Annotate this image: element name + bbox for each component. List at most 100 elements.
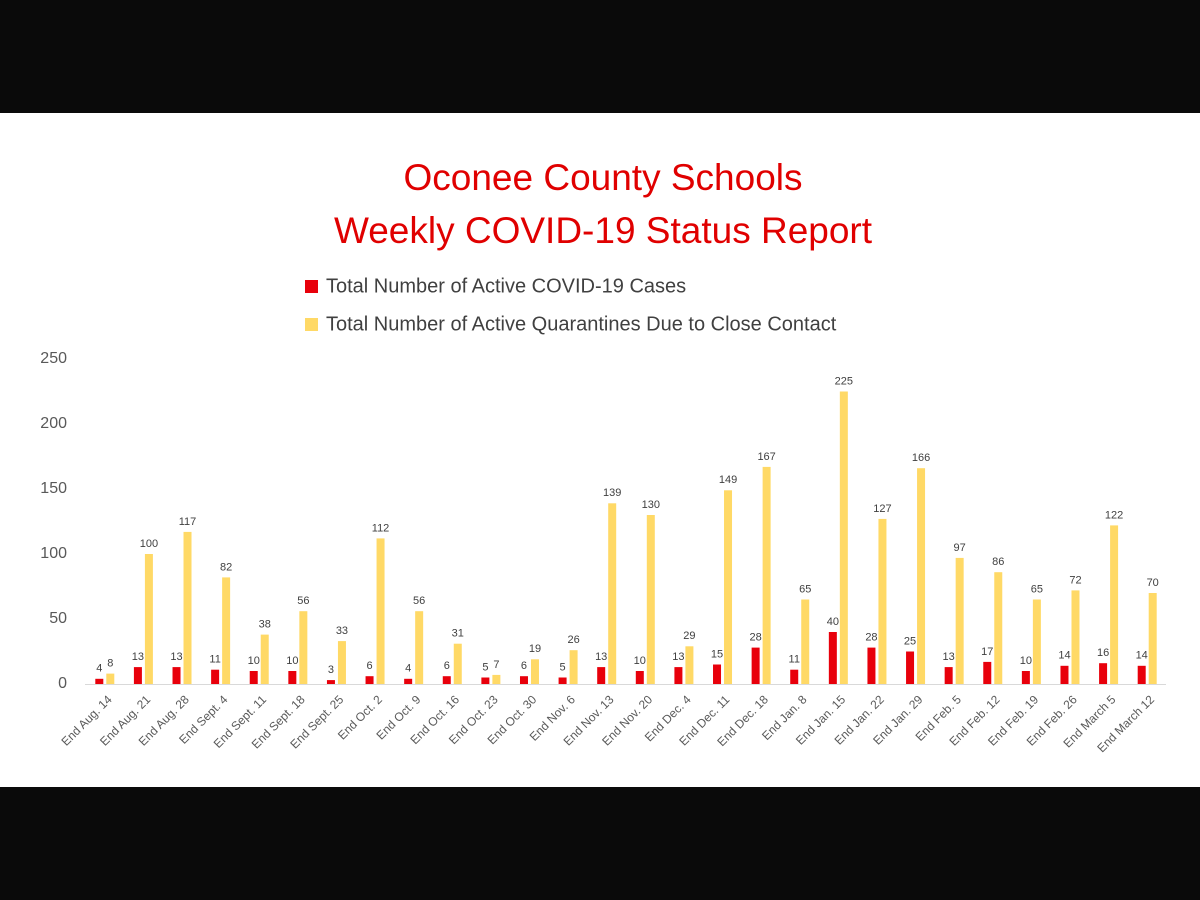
value-label: 56 — [413, 595, 425, 607]
value-label: 17 — [981, 646, 993, 658]
bar — [724, 490, 733, 684]
bar — [839, 391, 848, 684]
value-label: 31 — [452, 628, 464, 640]
value-label: 28 — [865, 632, 877, 644]
value-label: 13 — [943, 651, 955, 663]
bar — [569, 650, 578, 684]
bar — [955, 557, 964, 684]
value-label: 14 — [1058, 650, 1070, 662]
bar — [801, 599, 810, 684]
bar — [1099, 663, 1108, 684]
bar — [337, 641, 346, 684]
bar — [944, 667, 953, 684]
bar — [133, 667, 142, 684]
bar — [222, 577, 231, 684]
bar — [415, 611, 424, 684]
value-label: 10 — [634, 655, 646, 667]
bar — [1060, 665, 1069, 684]
bar — [878, 518, 887, 684]
value-label: 13 — [170, 651, 182, 663]
value-label: 149 — [719, 474, 737, 486]
value-label: 11 — [789, 654, 800, 666]
chart-title: Oconee County Schools — [403, 157, 802, 198]
value-label: 38 — [259, 619, 271, 631]
value-label: 112 — [372, 522, 390, 534]
value-label: 97 — [954, 542, 966, 554]
legend-swatch — [305, 318, 318, 331]
y-tick-label: 150 — [40, 480, 67, 497]
value-label: 65 — [799, 583, 811, 595]
value-label: 70 — [1147, 577, 1159, 589]
value-label: 19 — [529, 643, 541, 655]
bar — [906, 651, 915, 684]
bar — [1137, 665, 1146, 684]
bar — [106, 673, 115, 684]
bar — [762, 466, 771, 684]
value-label: 127 — [873, 503, 891, 515]
bar — [365, 676, 374, 684]
value-label: 6 — [444, 660, 450, 672]
value-label: 86 — [992, 556, 1004, 568]
bar — [1148, 593, 1157, 684]
value-label: 6 — [366, 660, 372, 672]
value-label: 5 — [560, 661, 566, 673]
value-label: 10 — [286, 655, 298, 667]
value-label: 122 — [1105, 509, 1123, 521]
bar — [288, 671, 297, 684]
value-label: 4 — [96, 663, 102, 675]
value-label: 13 — [595, 651, 607, 663]
value-label: 11 — [209, 654, 220, 666]
bar — [685, 646, 694, 684]
bar — [492, 674, 501, 684]
value-label: 10 — [1020, 655, 1032, 667]
value-label: 40 — [827, 616, 839, 628]
value-label: 33 — [336, 625, 348, 637]
value-label: 82 — [220, 561, 232, 573]
y-tick-label: 250 — [40, 350, 67, 367]
bar — [1032, 599, 1041, 684]
value-label: 29 — [683, 630, 695, 642]
bar — [260, 634, 269, 684]
bar — [867, 647, 876, 684]
bar — [299, 611, 308, 684]
bar — [326, 680, 335, 684]
bar — [376, 538, 385, 684]
chart-subtitle: Weekly COVID-19 Status Report — [334, 210, 873, 251]
bar — [481, 677, 490, 684]
y-tick-label: 0 — [58, 675, 67, 692]
value-label: 139 — [603, 487, 621, 499]
value-label: 26 — [567, 634, 579, 646]
value-label: 10 — [248, 655, 260, 667]
legend-label: Total Number of Active Quarantines Due t… — [326, 313, 837, 335]
bar — [404, 678, 413, 684]
bar — [983, 661, 992, 684]
value-label: 130 — [642, 499, 660, 511]
value-label: 65 — [1031, 583, 1043, 595]
legend-swatch — [305, 280, 318, 293]
value-label: 16 — [1097, 647, 1109, 659]
bar — [994, 572, 1003, 684]
bar — [211, 669, 220, 684]
bar — [183, 531, 192, 684]
bar — [751, 647, 760, 684]
bar — [1021, 671, 1030, 684]
y-tick-label: 100 — [40, 545, 67, 562]
value-label: 6 — [521, 660, 527, 672]
bar — [453, 643, 462, 684]
bar — [608, 503, 617, 684]
bar — [558, 677, 567, 684]
bar — [646, 515, 655, 684]
bar — [790, 669, 799, 684]
bar — [519, 676, 528, 684]
value-label: 166 — [912, 452, 930, 464]
bar — [172, 667, 181, 684]
bar — [442, 676, 451, 684]
bar — [144, 554, 153, 684]
y-tick-label: 50 — [49, 610, 67, 627]
bar — [674, 667, 683, 684]
legend-label: Total Number of Active COVID-19 Cases — [326, 275, 686, 297]
value-label: 5 — [482, 661, 488, 673]
value-label: 117 — [179, 516, 197, 528]
value-label: 167 — [757, 451, 775, 463]
